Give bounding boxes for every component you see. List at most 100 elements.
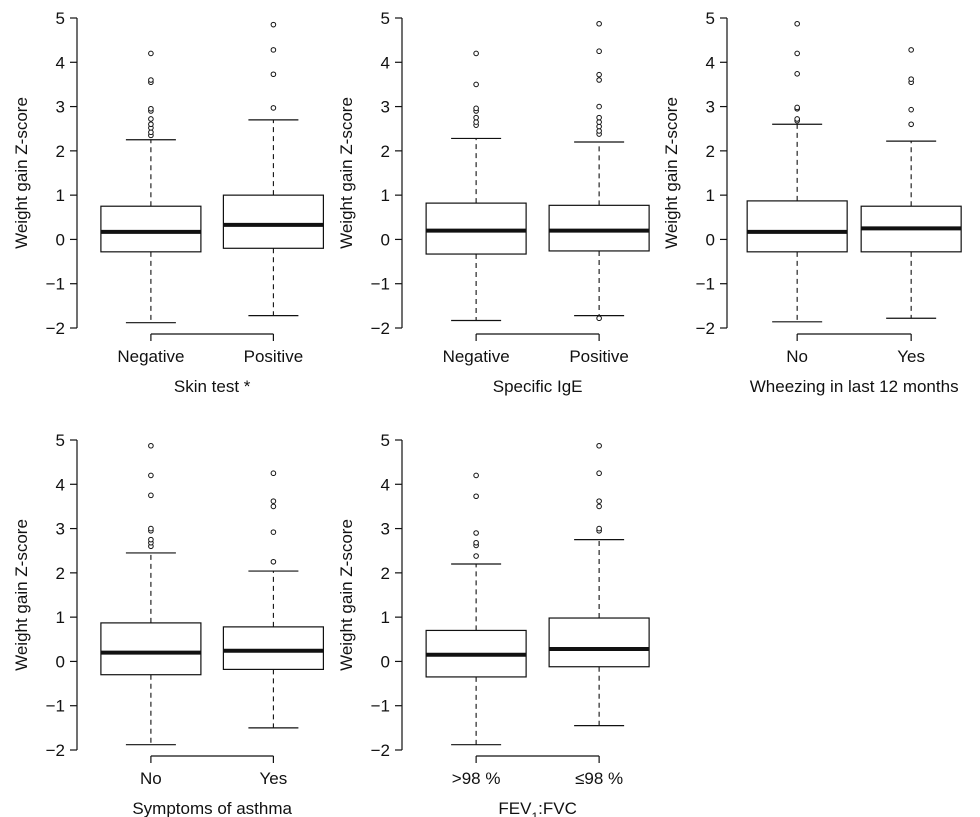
outlier-point: [596, 103, 602, 110]
category-label: Negative: [443, 347, 510, 366]
category-label: Yes: [897, 347, 925, 366]
y-tick-label: 0: [706, 230, 715, 249]
outlier-point: [473, 530, 479, 536]
outlier-point: [596, 498, 602, 504]
y-tick-label: −1: [696, 275, 715, 294]
outlier-point: [473, 81, 479, 88]
iqr-box: [548, 204, 650, 252]
y-tick-label: 4: [381, 475, 390, 494]
outlier-point: [596, 315, 602, 322]
outlier-point: [596, 470, 602, 477]
box-2: [222, 21, 324, 317]
outlier-point: [473, 119, 479, 125]
y-tick-label: 2: [56, 564, 65, 583]
box-1: [100, 50, 202, 324]
outlier-point: [794, 104, 800, 111]
y-tick-label: −1: [371, 697, 390, 716]
outlier-point: [148, 442, 154, 449]
outlier-point: [148, 121, 154, 128]
outlier-point: [148, 116, 154, 122]
y-tick-label: 3: [381, 520, 390, 539]
outlier-point: [794, 71, 800, 77]
box-2: [548, 20, 650, 322]
outlier-point: [596, 123, 602, 130]
outlier-point: [270, 21, 277, 28]
panel-1: −2 −1 0 1 2 3 4 5 Weight gain Z-score Negative Pos…: [12, 9, 324, 396]
y-tick-label: 5: [381, 9, 390, 28]
y-tick-label: 2: [56, 142, 65, 161]
outlier-point: [908, 106, 914, 113]
outlier-point: [908, 47, 914, 53]
outlier-point: [148, 77, 154, 83]
outlier-point: [148, 536, 154, 543]
category-label: Negative: [117, 347, 184, 366]
panel-3: −2 −1 0 1 2 3 4 5 Weight gain Z-score No Yes Wheezi…: [662, 9, 962, 396]
y-tick-label: 2: [381, 142, 390, 161]
category-label: Positive: [569, 347, 629, 366]
outlier-point: [473, 472, 479, 479]
outlier-point: [596, 128, 602, 134]
y-tick-label: 5: [56, 431, 65, 450]
outlier-point: [148, 472, 154, 479]
y-tick-label: 4: [381, 53, 390, 72]
panel-5: −2 −1 0 1 2 3 4 5 Weight gain Z-score >98 % ≤98 % F…: [337, 431, 650, 817]
outlier-point: [473, 553, 479, 559]
iqr-box: [100, 205, 202, 253]
y-tick-label: −2: [696, 319, 715, 338]
outlier-point: [596, 77, 602, 83]
box-1: [425, 472, 527, 746]
outlier-point: [148, 50, 154, 57]
y-tick-label: 5: [706, 9, 715, 28]
outlier-point: [270, 47, 277, 53]
y-tick-label: −1: [371, 275, 390, 294]
box-1: [425, 50, 527, 322]
outlier-point: [473, 539, 479, 546]
x-axis-label: Specific IgE: [493, 377, 583, 396]
outlier-point: [596, 71, 602, 78]
y-tick-label: 0: [381, 230, 390, 249]
iqr-box: [222, 194, 324, 249]
y-axis-label: Weight gain Z-score: [662, 97, 681, 249]
y-tick-label: −2: [46, 741, 65, 760]
y-tick-label: 3: [706, 98, 715, 117]
outlier-point: [148, 105, 154, 112]
outlier-point: [270, 498, 277, 504]
y-axis-label: Weight gain Z-score: [337, 519, 356, 671]
panel-2: −2 −1 0 1 2 3 4 5 Weight gain Z-score Negative Pos…: [337, 9, 650, 396]
y-tick-label: 4: [56, 53, 65, 72]
outlier-point: [148, 525, 154, 532]
outlier-point: [473, 50, 479, 57]
y-axis-label: Weight gain Z-score: [12, 97, 31, 249]
y-tick-label: 5: [56, 9, 65, 28]
outlier-point: [270, 470, 277, 477]
outlier-point: [148, 129, 154, 136]
y-tick-label: 3: [381, 98, 390, 117]
box-1: [100, 442, 202, 746]
outlier-point: [596, 525, 602, 532]
x-axis-label: Wheezing in last 12 months: [750, 377, 959, 396]
outlier-point: [596, 114, 602, 121]
x-axis-label: Skin test *: [174, 377, 251, 396]
outlier-point: [473, 105, 479, 112]
outlier-point: [270, 558, 277, 565]
y-axis-label: Weight gain Z-score: [12, 519, 31, 671]
y-tick-label: 1: [56, 608, 65, 627]
outlier-point: [596, 20, 602, 27]
y-tick-label: 3: [56, 98, 65, 117]
category-label: No: [786, 347, 808, 366]
y-tick-label: 4: [706, 53, 715, 72]
y-tick-label: −2: [371, 741, 390, 760]
iqr-box: [100, 622, 202, 676]
outlier-point: [794, 50, 800, 57]
outlier-point: [270, 105, 277, 111]
category-label: Positive: [244, 347, 304, 366]
outlier-point: [596, 503, 602, 510]
iqr-box: [746, 200, 848, 253]
outlier-point: [794, 116, 800, 122]
outlier-point: [596, 119, 602, 125]
y-tick-label: 5: [381, 431, 390, 450]
x-axis-label: Symptoms of asthma: [132, 799, 292, 817]
outlier-point: [270, 503, 277, 510]
outlier-point: [473, 114, 479, 121]
